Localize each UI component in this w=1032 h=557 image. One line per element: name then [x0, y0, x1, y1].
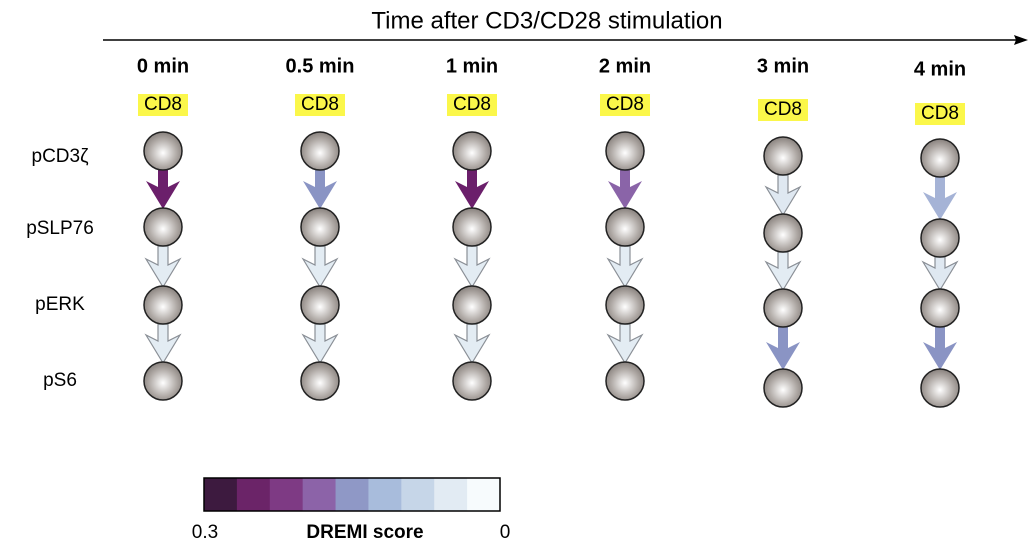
node: [452, 131, 492, 171]
cell-tag: CD8: [606, 94, 644, 115]
arrow: [455, 170, 489, 209]
cell-tag-bg: [600, 94, 650, 116]
colorbar-cell: [302, 478, 337, 511]
row-label: pERK: [35, 294, 85, 315]
title: Time after CD3/CD28 stimulation: [371, 7, 722, 34]
colorbar-cell: [368, 478, 402, 511]
time-label: 4 min: [914, 58, 966, 80]
cell-tag: CD8: [921, 103, 959, 124]
node: [605, 361, 645, 401]
time-label: 1 min: [446, 55, 498, 77]
time-label: 2 min: [599, 55, 651, 77]
arrow: [453, 323, 491, 365]
node: [763, 213, 803, 253]
node: [920, 288, 960, 328]
arrow: [608, 170, 642, 209]
cell-tag: CD8: [301, 94, 339, 115]
cell-tag: CD8: [144, 94, 182, 115]
node: [763, 136, 803, 176]
node: [452, 361, 492, 401]
node: [300, 361, 340, 401]
node: [920, 138, 960, 178]
time-label: 0.5 min: [286, 55, 355, 77]
time-label: 0 min: [137, 55, 189, 77]
cell-tag-bg: [447, 94, 497, 116]
arrow: [921, 256, 959, 292]
node: [143, 131, 183, 171]
colorbar-cell: [467, 478, 501, 511]
arrow: [923, 327, 957, 370]
arrow: [146, 170, 180, 209]
node: [605, 285, 645, 325]
arrow: [606, 245, 644, 289]
colorbar-title: DREMI score: [306, 522, 423, 543]
arrow: [301, 245, 339, 289]
arrow: [764, 174, 802, 217]
row-label: pSLP76: [26, 218, 94, 239]
cell-tag: CD8: [453, 94, 491, 115]
cell-tag: CD8: [764, 99, 802, 120]
node: [452, 285, 492, 325]
node: [920, 368, 960, 408]
node: [143, 207, 183, 247]
node: [452, 207, 492, 247]
time-axis-head: [1014, 35, 1028, 45]
cell-tag-bg: [758, 99, 808, 121]
colorbar-cell: [434, 478, 468, 511]
time-label: 3 min: [757, 55, 809, 77]
node: [920, 218, 960, 258]
colorbar-cell: [269, 478, 304, 511]
cell-tag-bg: [138, 94, 188, 116]
arrow: [144, 323, 182, 365]
node: [605, 207, 645, 247]
colorbar-cell: [236, 478, 271, 511]
cell-tag-bg: [295, 94, 345, 116]
row-label: pCD3ζ: [32, 146, 90, 167]
arrow: [301, 323, 339, 365]
node: [763, 368, 803, 408]
colorbar-min: 0.3: [192, 522, 218, 543]
row-label: pS6: [43, 370, 77, 391]
cell-tag-bg: [915, 103, 965, 125]
node: [763, 288, 803, 328]
arrow: [453, 245, 491, 289]
colorbar-cell: [204, 478, 238, 511]
arrow: [764, 251, 802, 292]
node: [300, 131, 340, 171]
colorbar-cell: [335, 478, 369, 511]
colorbar-max: 0: [500, 522, 511, 543]
arrow: [144, 245, 182, 289]
colorbar-cell: [401, 478, 435, 511]
node: [605, 131, 645, 171]
node: [300, 207, 340, 247]
colorbar-frame: [203, 477, 501, 512]
node: [143, 361, 183, 401]
node: [300, 285, 340, 325]
arrow: [766, 327, 800, 370]
arrow: [923, 177, 957, 220]
arrow: [606, 323, 644, 365]
node: [143, 285, 183, 325]
arrow: [303, 170, 337, 209]
